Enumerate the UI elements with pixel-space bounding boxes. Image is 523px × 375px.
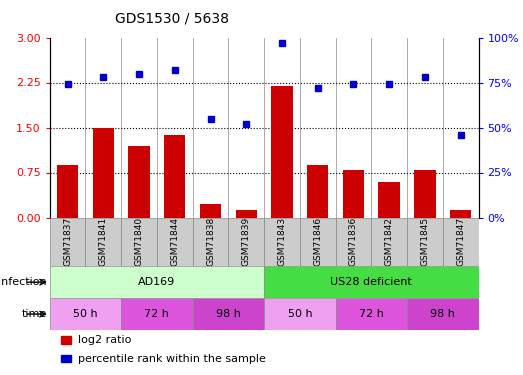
Text: infection: infection: [0, 277, 47, 287]
Bar: [271, 86, 293, 218]
Bar: [264, 266, 479, 298]
Bar: [61, 336, 71, 344]
Bar: [336, 217, 371, 266]
Bar: [235, 210, 257, 218]
Bar: [343, 170, 364, 217]
Text: GSM71844: GSM71844: [170, 217, 179, 266]
Text: GSM71843: GSM71843: [278, 217, 287, 266]
Bar: [300, 217, 336, 266]
Text: GSM71836: GSM71836: [349, 217, 358, 267]
Bar: [50, 266, 264, 298]
Bar: [50, 217, 85, 266]
Text: GSM71845: GSM71845: [420, 217, 429, 266]
Bar: [443, 217, 479, 266]
Bar: [192, 217, 229, 266]
Text: 98 h: 98 h: [430, 309, 455, 319]
Text: 50 h: 50 h: [288, 309, 312, 319]
Bar: [336, 298, 407, 330]
Text: GSM71839: GSM71839: [242, 217, 251, 267]
Bar: [264, 298, 336, 330]
Text: US28 deficient: US28 deficient: [331, 277, 412, 287]
Text: 50 h: 50 h: [73, 309, 98, 319]
Bar: [264, 217, 300, 266]
Bar: [85, 217, 121, 266]
Text: GSM71840: GSM71840: [134, 217, 143, 266]
Text: 98 h: 98 h: [216, 309, 241, 319]
Text: log2 ratio: log2 ratio: [78, 335, 131, 345]
Bar: [414, 170, 436, 217]
Bar: [93, 128, 114, 218]
Bar: [61, 355, 71, 362]
Text: GSM71841: GSM71841: [99, 217, 108, 266]
Bar: [371, 217, 407, 266]
Text: GSM71838: GSM71838: [206, 217, 215, 267]
Text: GSM71842: GSM71842: [385, 217, 394, 266]
Bar: [407, 298, 479, 330]
Bar: [128, 146, 150, 218]
Bar: [164, 135, 186, 218]
Bar: [229, 217, 264, 266]
Text: 72 h: 72 h: [359, 309, 384, 319]
Bar: [407, 217, 443, 266]
Bar: [121, 298, 192, 330]
Bar: [379, 182, 400, 218]
Text: GSM71846: GSM71846: [313, 217, 322, 266]
Bar: [450, 210, 471, 218]
Text: GDS1530 / 5638: GDS1530 / 5638: [115, 11, 229, 25]
Bar: [192, 298, 264, 330]
Bar: [157, 217, 192, 266]
Bar: [50, 298, 121, 330]
Text: time: time: [22, 309, 47, 319]
Bar: [307, 165, 328, 218]
Bar: [57, 165, 78, 218]
Text: AD169: AD169: [138, 277, 176, 287]
Text: 72 h: 72 h: [144, 309, 169, 319]
Text: GSM71847: GSM71847: [456, 217, 465, 266]
Bar: [200, 204, 221, 218]
Bar: [121, 217, 157, 266]
Text: GSM71837: GSM71837: [63, 217, 72, 267]
Text: percentile rank within the sample: percentile rank within the sample: [78, 354, 266, 364]
